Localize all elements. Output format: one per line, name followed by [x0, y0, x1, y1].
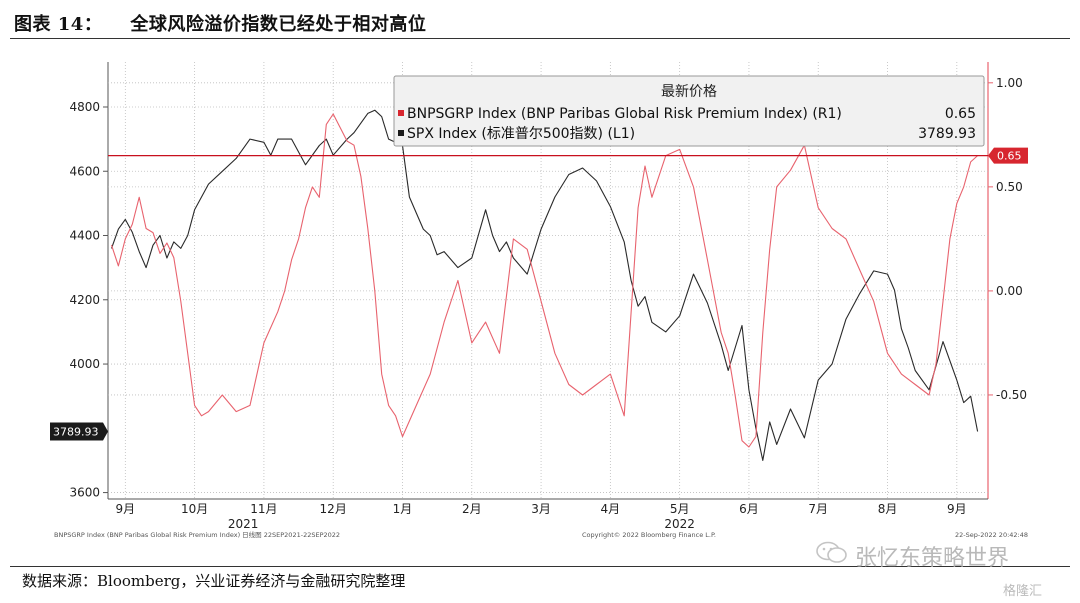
bnpsgrp-series-line — [110, 113, 978, 448]
left-tick-label: 4200 — [69, 293, 100, 307]
wechat-icon — [816, 541, 847, 563]
x-tick-label: 5月 — [670, 502, 690, 516]
x-tick-label: 10月 — [181, 502, 208, 516]
legend-item-value: 3789.93 — [918, 126, 976, 142]
watermark-text: 张忆东策略世界 — [855, 546, 1010, 571]
latest-right-tag — [988, 147, 1028, 164]
legend-item-value: 0.65 — [945, 106, 976, 122]
latest-left-value: 3789.93 — [53, 426, 99, 439]
x-tick-label: 7月 — [808, 502, 828, 516]
right-tick-label: 0.00 — [996, 284, 1023, 298]
spx-series-line — [110, 109, 979, 461]
x-tick-label: 8月 — [878, 502, 898, 516]
legend-item-label: SPX Index (标准普尔500指数) (L1) — [407, 126, 635, 142]
right-tick-label: 1.00 — [996, 76, 1023, 90]
latest-left-tag — [50, 422, 108, 441]
figure-number: 图表 14： — [14, 14, 103, 35]
left-tick-label: 4600 — [69, 164, 100, 178]
top-rule — [10, 38, 1070, 39]
footnote-center: Copyright© 2022 Bloomberg Finance L.P. — [582, 531, 716, 539]
right-tick-label: -0.50 — [996, 388, 1027, 402]
x-tick-label: 9月 — [116, 502, 136, 516]
footnote-left: BNPSGRP Index (BNP Paribas Global Risk P… — [54, 530, 340, 539]
footnote-right: 22-Sep-2022 20:42:48 — [955, 531, 1028, 539]
x-tick-label: 12月 — [320, 502, 347, 516]
legend-swatch — [398, 130, 404, 136]
left-tick-label: 4400 — [69, 229, 100, 243]
left-tick-label: 4000 — [69, 357, 100, 371]
x-tick-label: 6月 — [739, 502, 759, 516]
legend-swatch — [398, 110, 404, 116]
left-tick-label: 4800 — [69, 100, 100, 114]
figure-title: 图表 14： 全球风险溢价指数已经处于相对高位 — [14, 10, 426, 36]
right-tick-label: 0.50 — [996, 180, 1023, 194]
x-tick-label: 3月 — [531, 502, 551, 516]
x-tick-label: 1月 — [393, 502, 413, 516]
x-tick-label: 11月 — [250, 502, 277, 516]
gelonghui-logo: 格隆汇 — [1003, 584, 1043, 599]
source-note: 数据来源：Bloomberg，兴业证券经济与金融研究院整理 — [22, 572, 406, 590]
legend-title: 最新价格 — [661, 84, 717, 100]
latest-right-value: 0.65 — [997, 150, 1022, 163]
year-label: 2021 — [228, 517, 259, 531]
bottom-rule — [10, 566, 1070, 567]
legend-item-label: BNPSGRP Index (BNP Paribas Global Risk P… — [407, 106, 842, 122]
x-tick-label: 4月 — [601, 502, 621, 516]
x-tick-label: 2月 — [462, 502, 482, 516]
year-label: 2022 — [664, 517, 695, 531]
x-tick-label: 9月 — [947, 502, 967, 516]
figure-title-text: 全球风险溢价指数已经处于相对高位 — [130, 14, 427, 35]
legend-box — [393, 75, 985, 147]
left-tick-label: 3600 — [69, 486, 100, 500]
